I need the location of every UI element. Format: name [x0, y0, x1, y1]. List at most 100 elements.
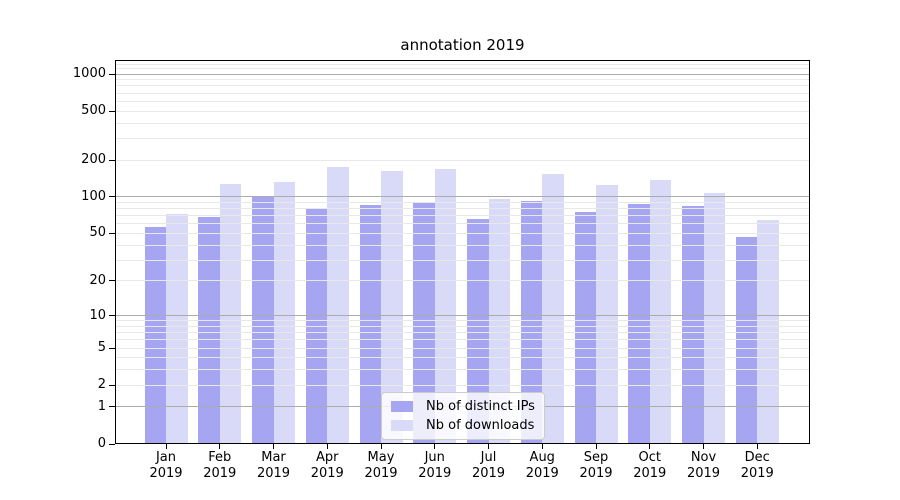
gridline-minor: [116, 63, 809, 65]
bar-downloads: [596, 184, 618, 444]
bar-downloads: [273, 181, 295, 444]
legend-label-downloads: Nb of downloads: [426, 418, 535, 433]
x-tick-mark: [326, 444, 328, 449]
gridline-minor: [116, 159, 809, 161]
x-tick-label: Jul 2019: [471, 450, 506, 481]
y-tick-label: 1000: [72, 66, 106, 82]
legend-item-distinct-ips: Nb of distinct IPs: [391, 397, 535, 416]
x-tick-label: May 2019: [364, 450, 398, 481]
x-tick-label: Aug 2019: [525, 450, 559, 481]
gridline-minor: [116, 208, 809, 210]
x-tick-label: Apr 2019: [310, 450, 344, 481]
y-tick-label: 50: [89, 225, 106, 241]
x-tick-mark: [434, 444, 436, 449]
x-tick-label: Sep 2019: [579, 450, 613, 481]
gridline-minor: [116, 100, 809, 102]
y-tick-mark: [109, 280, 115, 282]
x-tick-mark: [541, 444, 543, 449]
y-tick-mark: [109, 159, 115, 161]
bar-distinct-ips: [735, 236, 758, 444]
gridline-minor: [116, 122, 809, 124]
y-tick-mark: [109, 232, 115, 234]
gridline-minor: [116, 357, 809, 359]
y-tick-label: 1: [97, 398, 106, 414]
y-tick-label: 5: [97, 340, 106, 356]
gridline-minor: [116, 320, 809, 322]
x-tick-label: Dec 2019: [740, 450, 774, 481]
bar-downloads: [327, 167, 349, 444]
x-tick-mark: [703, 444, 704, 449]
x-tick-mark: [595, 444, 597, 449]
bar-distinct-ips: [467, 218, 489, 444]
bar-distinct-ips: [198, 217, 220, 444]
x-tick-label: Mar 2019: [256, 450, 291, 481]
gridline-minor: [116, 369, 809, 371]
y-tick-mark: [109, 347, 115, 349]
gridline-minor: [116, 92, 809, 94]
gridline-major: [116, 196, 809, 198]
gridline-minor: [116, 232, 809, 234]
bar-distinct-ips: [682, 206, 704, 444]
gridline-minor: [116, 223, 809, 225]
x-tick-mark: [488, 444, 489, 449]
y-tick-mark: [109, 315, 115, 317]
y-tick-mark: [109, 384, 115, 386]
gridline-minor: [116, 347, 809, 349]
gridline-major: [116, 315, 809, 317]
legend-item-downloads: Nb of downloads: [391, 416, 535, 435]
y-tick-label: 0: [97, 436, 106, 451]
legend-swatch-distinct-ips-icon: [391, 401, 413, 412]
gridline-minor: [116, 201, 809, 203]
x-tick-label: Feb 2019: [203, 450, 237, 481]
x-tick-label: Jun 2019: [418, 450, 452, 481]
bar-downloads: [649, 179, 672, 444]
x-tick-label: Jan 2019: [149, 450, 183, 481]
bar-distinct-ips: [359, 205, 381, 444]
y-tick-label: 2: [97, 377, 106, 393]
gridline-minor: [116, 384, 809, 386]
bar-downloads: [166, 213, 188, 444]
x-tick-mark: [649, 444, 651, 449]
gridline-minor: [116, 332, 809, 334]
x-tick-label: Nov 2019: [686, 450, 721, 481]
x-tick-mark: [380, 444, 382, 449]
y-tick-mark: [109, 196, 115, 198]
bar-distinct-ips: [413, 203, 435, 444]
y-tick-label: 20: [89, 272, 106, 288]
legend-swatch-downloads-icon: [391, 420, 413, 431]
x-tick-mark: [219, 444, 221, 449]
bar-distinct-ips: [574, 212, 596, 444]
x-tick-mark: [273, 444, 274, 449]
y-tick-label: 100: [81, 188, 106, 204]
x-tick-mark: [165, 444, 167, 449]
y-tick-mark: [109, 406, 115, 408]
bar-downloads: [434, 168, 457, 444]
gridline-major: [116, 73, 809, 75]
y-tick-mark: [109, 110, 115, 112]
bar-distinct-ips: [628, 203, 650, 444]
bar-distinct-ips: [252, 195, 274, 444]
y-tick-label: 200: [81, 152, 106, 167]
gridline-minor: [116, 259, 809, 261]
gridline-minor: [116, 137, 809, 139]
gridline-minor: [116, 339, 809, 341]
gridline-minor: [116, 85, 809, 87]
gridline-minor: [116, 280, 809, 282]
x-tick-mark: [756, 444, 758, 449]
x-tick-label: Oct 2019: [633, 450, 667, 481]
gridline-minor: [116, 110, 809, 112]
y-tick-mark: [109, 73, 115, 75]
bar-downloads: [703, 193, 725, 444]
gridline-minor: [116, 215, 809, 217]
y-tick-mark: [109, 443, 115, 445]
gridline-minor: [116, 244, 809, 246]
gridline-minor: [116, 79, 809, 81]
bar-distinct-ips: [144, 227, 166, 444]
bar-downloads: [381, 170, 403, 444]
bar-downloads: [542, 173, 564, 444]
gridline-minor: [116, 325, 809, 327]
legend: Nb of distinct IPs Nb of downloads: [381, 392, 545, 440]
gridline-minor: [116, 68, 809, 70]
bar-downloads: [219, 184, 242, 444]
